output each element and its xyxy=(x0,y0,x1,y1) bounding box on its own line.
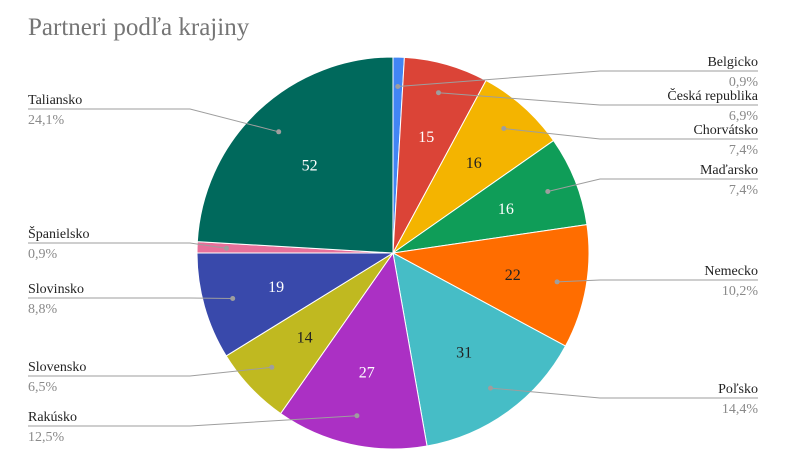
callout-belgicko: Belgicko 0,9% xyxy=(395,55,758,90)
callout-dot xyxy=(276,129,282,135)
callout-dot xyxy=(230,296,236,301)
callout-percent-belgicko: 0,9% xyxy=(729,75,759,90)
callout-chorvatsko: Chorvátsko 7,4% xyxy=(501,123,758,158)
callout-slovinsko: Slovinsko 8,8% xyxy=(28,282,236,317)
callout-dot xyxy=(354,413,360,419)
callout-name-rakusko: Rakúsko xyxy=(28,410,77,425)
pie-slice-slovinsko xyxy=(196,252,395,357)
callout-percent-polsko: 14,4% xyxy=(722,402,759,417)
callout-name-taliansko: Taliansko xyxy=(28,93,82,108)
callout-percent-slovensko: 6,5% xyxy=(28,380,58,395)
callout-name-nemecko: Nemecko xyxy=(704,264,758,279)
callout-rakusko: Rakúsko 12,5% xyxy=(28,410,360,445)
callout-line xyxy=(503,128,758,140)
callout-percent-spanielsko: 0,9% xyxy=(28,247,58,262)
value-label-rakusko: 27 xyxy=(359,365,375,382)
callout-slovensko: Slovensko 6,5% xyxy=(28,360,275,395)
callout-name-belgicko: Belgicko xyxy=(707,55,758,70)
callout-name-spanielsko: Španielsko xyxy=(28,225,89,242)
pie-slice-polsko xyxy=(392,252,567,447)
callout-dot xyxy=(545,189,551,194)
callout-line xyxy=(547,178,758,192)
callout-line xyxy=(28,297,233,299)
value-label-polsko: 31 xyxy=(456,345,472,362)
callout-dot xyxy=(224,245,229,251)
callout-dot xyxy=(436,90,441,96)
callout-line xyxy=(490,387,758,399)
callout-percent-madarsko: 7,4% xyxy=(729,183,759,198)
value-label-slovinsko: 19 xyxy=(268,279,284,296)
callout-line xyxy=(28,366,272,377)
value-label-slovensko: 14 xyxy=(297,329,313,346)
callout-name-slovensko: Slovensko xyxy=(28,360,86,375)
value-label-chorvatsko: 16 xyxy=(466,155,482,172)
chart-title: Partneri podľa krajiny xyxy=(28,14,250,41)
callout-name-chorvatsko: Chorvátsko xyxy=(693,123,758,138)
callout-percent-rakusko: 12,5% xyxy=(28,430,65,445)
callout-name-madarsko: Maďarsko xyxy=(700,163,758,178)
callout-spanielsko: Španielsko 0,9% xyxy=(28,225,229,262)
callout-line xyxy=(28,108,279,133)
callout-name-polsko: Poľsko xyxy=(718,382,758,397)
callout-line xyxy=(28,242,227,249)
callout-madarsko: Maďarsko 7,4% xyxy=(545,163,758,198)
callout-percent-slovinsko: 8,8% xyxy=(28,302,58,317)
value-label-nemecko: 22 xyxy=(505,267,521,284)
callout-line xyxy=(397,70,758,87)
callout-polsko: Poľsko 14,4% xyxy=(488,382,758,417)
callout-name-ceska-republika: Česká republika xyxy=(667,87,758,104)
callout-ceska-republika: Česká republika 6,9% xyxy=(436,87,759,124)
pie-slice-taliansko xyxy=(196,56,394,254)
callout-line xyxy=(28,415,357,427)
callout-dot xyxy=(488,385,493,391)
callout-line xyxy=(557,279,758,283)
callout-name-slovinsko: Slovinsko xyxy=(28,282,84,297)
pie-slice-nemecko xyxy=(391,224,590,347)
value-label-ceska-republika: 15 xyxy=(418,129,434,146)
callout-dot xyxy=(395,84,401,89)
callout-nemecko: Nemecko 10,2% xyxy=(554,264,759,299)
callout-dot xyxy=(501,126,507,131)
callout-percent-nemecko: 10,2% xyxy=(722,284,759,299)
callout-taliansko: Taliansko 24,1% xyxy=(28,93,282,135)
callout-percent-ceska-republika: 6,9% xyxy=(729,109,759,124)
callout-dot xyxy=(554,279,560,285)
value-label-madarsko: 16 xyxy=(498,201,514,218)
callout-dot xyxy=(269,364,275,370)
callout-percent-chorvatsko: 7,4% xyxy=(729,143,759,158)
callout-percent-taliansko: 24,1% xyxy=(28,113,65,128)
value-label-taliansko: 52 xyxy=(302,158,318,175)
callout-line xyxy=(438,92,758,106)
